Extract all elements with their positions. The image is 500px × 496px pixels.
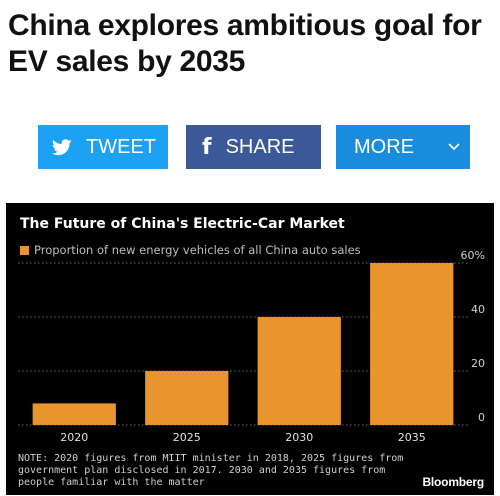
bar-chart-plot: 0 20 40 60% 2020 2025 2030 2035 (18, 249, 485, 444)
y-tick-label: 40 (471, 303, 485, 316)
x-tick-label: 2035 (398, 431, 426, 444)
facebook-f-icon: f (202, 134, 212, 160)
legend-swatch (20, 245, 29, 255)
share-label: SHARE (225, 135, 295, 158)
x-tick-label: 2030 (285, 431, 313, 444)
chart-legend: Proportion of new energy vehicles of all… (20, 243, 361, 257)
bar-2035 (370, 263, 454, 425)
twitter-bird-icon (52, 138, 72, 156)
chevron-down-icon (448, 143, 460, 151)
article-headline: China explores ambitious goal for EV sal… (8, 9, 482, 78)
chart-panel: The Future of China's Electric-Car Marke… (6, 203, 494, 495)
y-tick-label: 20 (471, 357, 485, 370)
chart-source: Bloomberg (422, 475, 484, 489)
more-button[interactable]: MORE (336, 125, 470, 169)
y-tick-label: 0 (478, 411, 485, 424)
tweet-button[interactable]: TWEET (38, 125, 168, 169)
bar-2020 (32, 403, 116, 425)
more-label: MORE (354, 135, 414, 158)
y-tick-label: 60% (461, 249, 485, 262)
bar-2030 (257, 317, 341, 425)
share-button[interactable]: f SHARE (186, 125, 321, 169)
legend-label: Proportion of new energy vehicles of all… (34, 243, 361, 257)
chart-note: NOTE: 2020 figures from MIIT minister in… (18, 453, 404, 488)
bar-2025 (145, 371, 229, 425)
tweet-label: TWEET (86, 135, 156, 158)
x-tick-label: 2025 (173, 431, 201, 444)
chart-title: The Future of China's Electric-Car Marke… (20, 216, 345, 232)
x-tick-label: 2020 (60, 431, 88, 444)
